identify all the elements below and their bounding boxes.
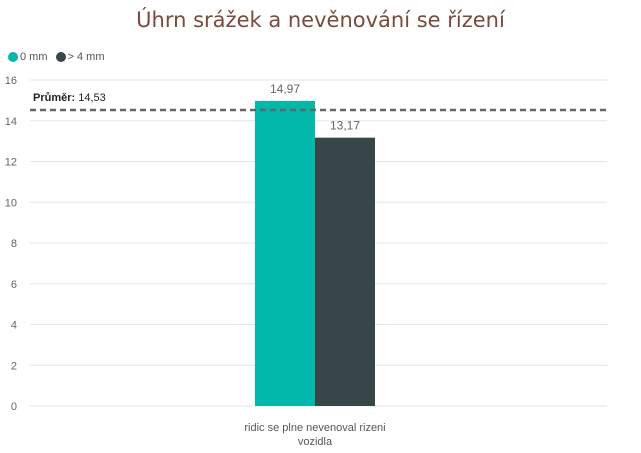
legend-label-0mm: 0 mm bbox=[20, 51, 48, 63]
y-tick-label: 4 bbox=[11, 320, 17, 332]
x-category-label: ridic se plne nevenoval rizeni bbox=[244, 422, 385, 434]
legend-swatch-0mm bbox=[8, 52, 18, 62]
chart-title: Úhrn srážek a nevěnování se řízení bbox=[136, 8, 505, 32]
average-label: Průměr: 14,53 bbox=[33, 92, 106, 104]
bar-gt4mm bbox=[315, 137, 375, 406]
legend-label-gt4mm: > 4 mm bbox=[67, 51, 105, 63]
legend-item-0mm[interactable]: 0 mm bbox=[8, 51, 48, 63]
x-category-label: vozidla bbox=[298, 436, 333, 448]
y-tick-label: 2 bbox=[11, 360, 17, 372]
legend-item-gt4mm[interactable]: > 4 mm bbox=[55, 51, 105, 63]
y-tick-label: 6 bbox=[11, 279, 17, 291]
legend-swatch-gt4mm bbox=[55, 52, 66, 62]
data-label: 13,17 bbox=[330, 119, 360, 133]
y-tick-label: 12 bbox=[5, 157, 17, 169]
y-tick-label: 0 bbox=[11, 401, 17, 413]
y-tick-label: 14 bbox=[5, 116, 17, 128]
y-tick-label: 16 bbox=[5, 75, 17, 87]
data-label: 14,97 bbox=[270, 82, 300, 96]
bar-0mm bbox=[255, 100, 315, 406]
y-tick-label: 8 bbox=[11, 238, 17, 250]
y-tick-label: 10 bbox=[5, 197, 17, 209]
legend: 0 mm > 4 mm bbox=[8, 51, 112, 63]
